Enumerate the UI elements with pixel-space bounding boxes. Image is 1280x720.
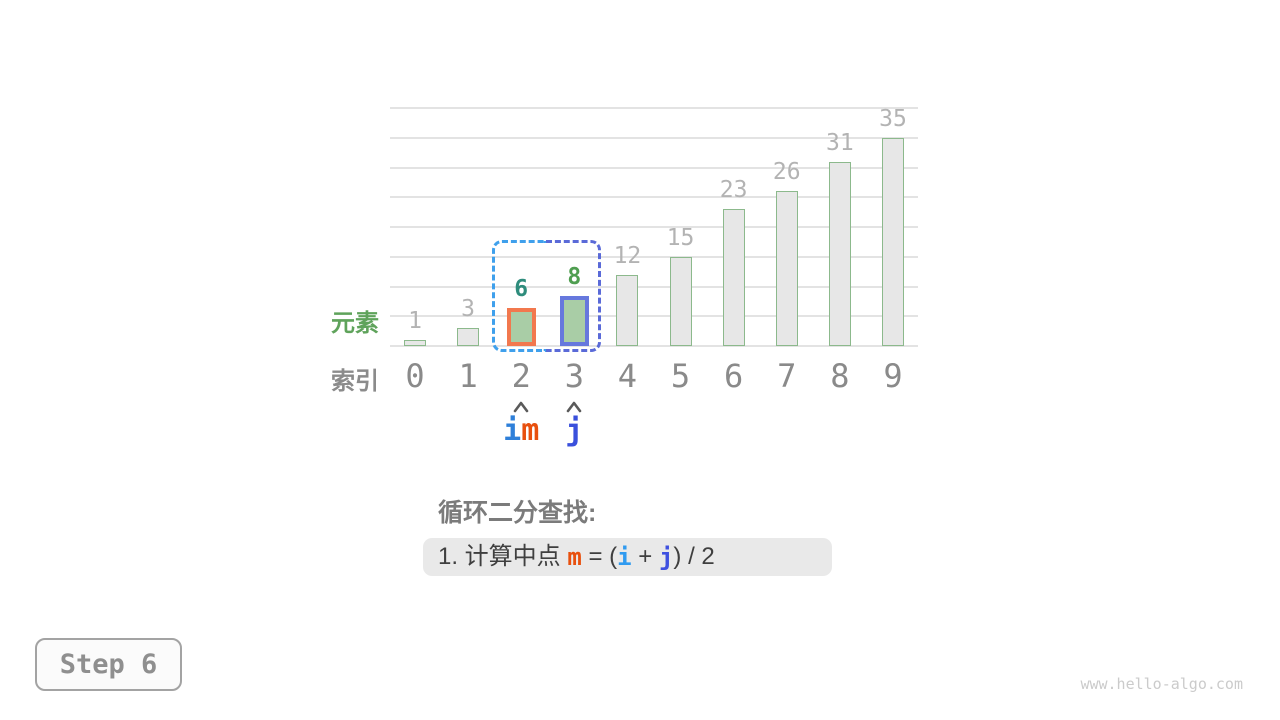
formula-segment: i (617, 543, 632, 571)
up-caret-icon (566, 398, 582, 413)
bar-index-3 (559, 296, 589, 346)
index-label-0: 0 (405, 357, 425, 395)
bar-value-label: 1 (408, 308, 422, 334)
gridline (390, 196, 918, 199)
pointer-label-text: j (565, 413, 584, 448)
x-axis-label: 索引 (331, 368, 379, 395)
bar-index-4 (616, 275, 639, 346)
pointer-label-text: i (503, 413, 522, 448)
index-label-9: 9 (883, 357, 903, 395)
search-range-right-bracket (546, 240, 602, 352)
up-caret-icon (513, 398, 529, 413)
gridline (390, 285, 918, 288)
formula-pill: 1. 计算中点 m = (i + j) / 2 (423, 538, 832, 576)
gridline (390, 226, 918, 228)
formula-segment: = ( (581, 543, 618, 570)
bar-value-label: 8 (567, 264, 582, 290)
pointer-label: j (532, 416, 616, 446)
bar-chart: 1 3 6 8 12 15 23 26 31 35 (390, 107, 918, 347)
formula-segment: ) / 2 (673, 543, 715, 570)
index-label-3: 3 (564, 357, 584, 395)
bar-index-5 (669, 257, 692, 346)
index-label-5: 5 (670, 357, 691, 395)
caption-heading: 循环二分查找: (438, 499, 597, 527)
step-badge-label: Step 6 (59, 649, 158, 680)
bar-value-label: 6 (514, 276, 529, 302)
search-range-box (492, 240, 602, 352)
bar-index-9 (881, 138, 904, 346)
index-label-7: 7 (777, 357, 797, 395)
bar-index-6 (722, 209, 745, 346)
index-label-1: 1 (458, 357, 478, 395)
pointer-label-text: m (521, 413, 540, 448)
gridline (390, 345, 918, 347)
bar-value-label: 31 (826, 130, 854, 156)
watermark: www.hello-algo.com (1080, 675, 1243, 693)
search-range-left-bracket (492, 240, 548, 352)
gridline (390, 136, 918, 139)
bar-value-label: 26 (772, 159, 801, 185)
bar-value-label: 35 (879, 106, 907, 132)
bar-index-1 (457, 328, 480, 346)
bar-value-label: 3 (461, 296, 476, 322)
formula-segment: j (658, 543, 674, 571)
bar-value-label: 23 (719, 177, 748, 203)
index-label-2: 2 (511, 357, 531, 395)
gridline (390, 315, 918, 318)
bar-index-8 (828, 162, 851, 346)
formula-segment: + (631, 543, 659, 570)
bar-value-label: 12 (613, 243, 642, 269)
formula-segment: m (567, 543, 582, 571)
gridline (390, 107, 918, 109)
bar-index-2 (506, 308, 536, 346)
bar-index-0 (404, 340, 426, 346)
index-label-6: 6 (724, 357, 744, 395)
bar-value-label: 15 (666, 225, 695, 251)
index-label-4: 4 (617, 357, 638, 395)
gridline (390, 255, 918, 258)
formula-segment: 1. 计算中点 (438, 543, 568, 570)
bar-index-7 (775, 191, 798, 346)
index-label-8: 8 (830, 357, 850, 395)
step-badge: Step 6 (35, 638, 182, 691)
y-axis-label: 元素 (331, 310, 379, 337)
gridline (390, 166, 918, 169)
